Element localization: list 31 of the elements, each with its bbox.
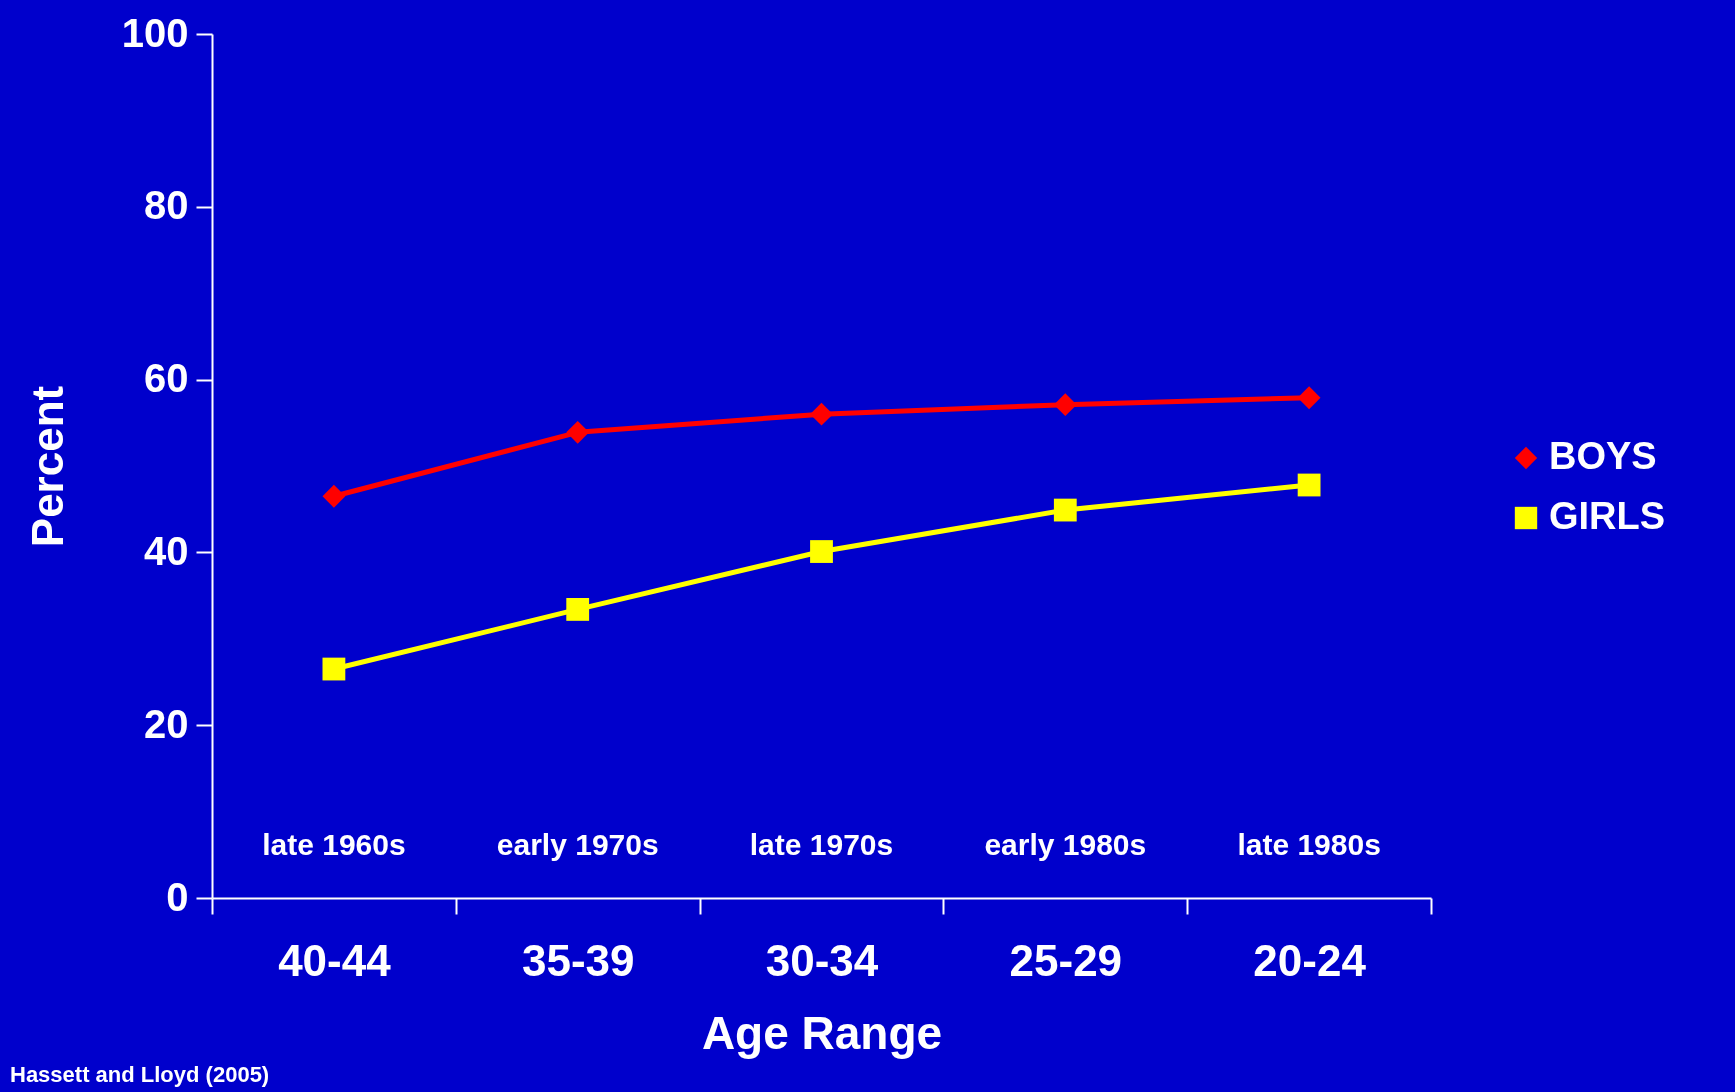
point bbox=[322, 657, 346, 681]
y-tick-label: 100 bbox=[121, 10, 189, 55]
point bbox=[1297, 473, 1321, 497]
point bbox=[1297, 386, 1321, 410]
y-tick-label: 60 bbox=[144, 356, 189, 401]
y-tick-label: 0 bbox=[166, 874, 189, 919]
point bbox=[566, 598, 590, 621]
point bbox=[1053, 393, 1077, 417]
point bbox=[810, 540, 833, 563]
annotation: early 1980s bbox=[984, 828, 1147, 862]
text: Hassett and Lloyd (2005) bbox=[10, 1062, 270, 1088]
y-tick-label: 80 bbox=[144, 183, 189, 228]
annotation: early 1970s bbox=[496, 828, 659, 862]
y-axis-title: Percent bbox=[22, 385, 72, 548]
annotation: late 1980s bbox=[1237, 828, 1381, 862]
point bbox=[810, 402, 833, 426]
annotation: late 1960s bbox=[262, 828, 406, 862]
legend-label: GIRLS bbox=[1549, 495, 1666, 537]
y-tick-label: 40 bbox=[144, 528, 189, 573]
x-tick-label: 30-34 bbox=[765, 935, 879, 985]
point bbox=[1053, 498, 1077, 522]
point bbox=[566, 420, 590, 444]
x-tick-label: 40-44 bbox=[278, 935, 392, 985]
x-tick-label: 25-29 bbox=[1009, 935, 1123, 985]
x-tick-label: 35-39 bbox=[521, 935, 635, 985]
x-tick-label: 20-24 bbox=[1253, 935, 1367, 985]
point bbox=[322, 484, 346, 508]
annotation: late 1970s bbox=[749, 828, 894, 862]
x-axis-title: Age Range bbox=[701, 1006, 943, 1059]
legend-label: BOYS bbox=[1549, 435, 1657, 477]
y-tick-label: 20 bbox=[144, 701, 189, 746]
